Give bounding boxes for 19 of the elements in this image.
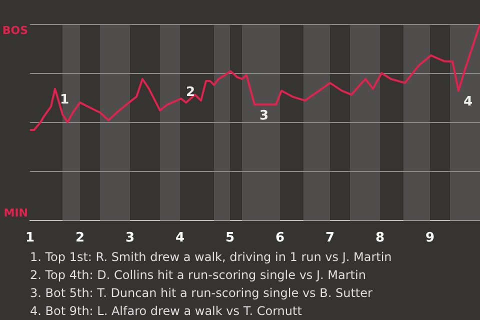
x-tick-label: 5 [225, 230, 235, 246]
x-tick-label: 7 [325, 230, 335, 246]
x-tick-label: 1 [25, 230, 35, 246]
x-tick-label: 8 [375, 230, 385, 246]
x-tick-label: 6 [275, 230, 285, 246]
x-tick-label: 4 [175, 230, 185, 246]
text: BOS [2, 24, 28, 37]
annotation: 3 [260, 108, 269, 124]
x-tick-label: 2 [75, 230, 85, 246]
text: 3. Bot 5th: T. Duncan hit a run-scoring single vs B. Sutter [30, 285, 374, 302]
text: 1. Top 1st: R. Smith drew a walk, driving in 1 run vs J. Martin [30, 249, 393, 266]
text: 2. Top 4th: D. Collins hit a run-scoring single vs J. Martin [30, 267, 367, 284]
text: 4. Bot 9th: L. Alfaro drew a walk vs T. Cornutt [30, 303, 303, 320]
annotation: 2 [186, 84, 196, 100]
x-tick-label: 9 [425, 230, 435, 246]
text: MIN [4, 206, 28, 220]
annotation: 4 [464, 94, 473, 110]
x-tick-label: 3 [125, 230, 135, 246]
annotation: 1 [60, 92, 70, 108]
